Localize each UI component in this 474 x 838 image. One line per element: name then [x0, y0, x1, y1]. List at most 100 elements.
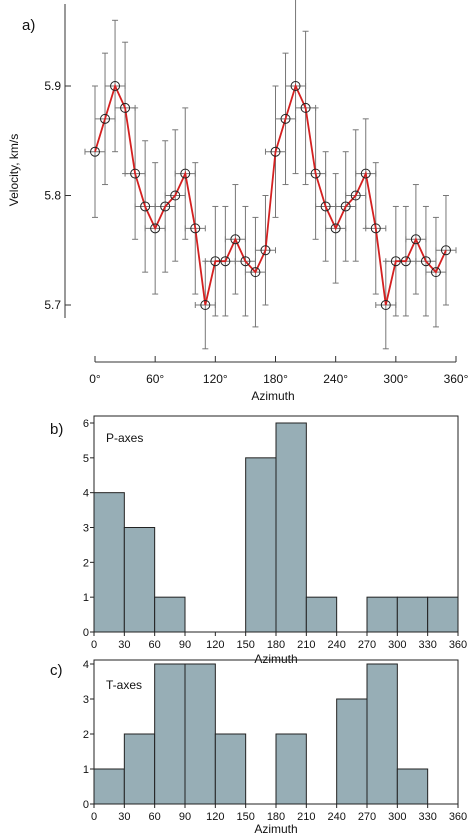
x-tick-label: 60 — [149, 639, 161, 651]
x-tick-label: 360 — [449, 639, 467, 651]
y-tick-label-a: 5.8 — [44, 189, 61, 203]
data-point — [100, 113, 111, 124]
x-tick-label: 150 — [236, 811, 254, 823]
data-point — [200, 300, 211, 310]
data-point — [210, 256, 221, 267]
data-point — [150, 223, 161, 234]
series-label-c: T-axes — [106, 678, 142, 692]
data-point — [90, 146, 100, 157]
x-tick-label: 0 — [91, 811, 97, 823]
data-point — [290, 81, 301, 91]
bars-c — [93, 663, 429, 805]
y-tick-label: 5 — [83, 453, 89, 465]
data-point — [380, 300, 391, 310]
x-tick-label-a: 240° — [323, 372, 348, 386]
data-point — [270, 146, 281, 157]
x-tick-label: 90 — [179, 811, 191, 823]
histogram-bar — [427, 596, 459, 633]
data-point — [110, 81, 121, 91]
y-tick-label: 0 — [83, 799, 89, 811]
histogram-bar — [275, 422, 307, 633]
x-tick-label: 0 — [91, 639, 97, 651]
histogram-bar — [396, 596, 429, 633]
x-tick-label-a: 360° — [444, 372, 469, 386]
x-tick-label: 30 — [118, 639, 130, 651]
histogram-bar — [184, 663, 216, 805]
data-point — [400, 256, 411, 267]
x-tick-label: 180 — [267, 811, 285, 823]
histogram-bar — [93, 492, 125, 633]
x-tick-label: 330 — [418, 639, 436, 651]
histogram-bar — [245, 457, 277, 633]
y-tick-label-a: 5.9 — [44, 79, 61, 93]
x-tick-label: 300 — [388, 639, 406, 651]
velocity-line — [94, 83, 447, 306]
y-tick-label: 0 — [83, 627, 89, 639]
histogram-bar — [154, 663, 186, 805]
data-point — [320, 201, 331, 212]
x-tick-label: 210 — [297, 639, 315, 651]
x-tick-label: 360 — [449, 811, 467, 823]
histogram-bar — [123, 527, 156, 633]
data-point — [250, 267, 261, 278]
x-tick-label: 150 — [236, 639, 254, 651]
x-tick-label: 60 — [149, 811, 161, 823]
histogram-bar — [123, 733, 156, 805]
y-tick-label: 4 — [83, 488, 89, 500]
y-tick-label: 2 — [83, 729, 89, 741]
histogram-bar — [93, 768, 125, 805]
x-tick-label-a: 120° — [203, 372, 228, 386]
data-point — [420, 256, 431, 267]
histogram-bar — [336, 698, 368, 805]
data-point — [240, 256, 251, 267]
data-point — [160, 201, 171, 212]
y-tick-label: 6 — [83, 418, 89, 430]
data-point — [280, 113, 291, 124]
x-axis-label-c: Azimuth — [254, 822, 297, 836]
data-point — [350, 190, 361, 201]
data-point — [180, 168, 191, 179]
data-point — [190, 223, 201, 234]
data-point — [300, 102, 311, 113]
x-tick-label: 30 — [118, 811, 130, 823]
y-axis-label-a: Velocity, km/s — [7, 134, 21, 206]
t-axes-histogram: c) T-axes Azimuth 0 1 2 3 4 0 30 60 90 120 150 180 2… — [50, 659, 467, 836]
error-bars-a — [84, 0, 457, 350]
x-tick-label-a: 0° — [89, 372, 101, 386]
data-point — [220, 256, 231, 267]
x-tick-label: 270 — [358, 639, 376, 651]
x-tick-label-a: 180° — [263, 372, 288, 386]
histogram-bar — [214, 733, 247, 805]
x-axis-label-b: Azimuth — [254, 652, 297, 666]
x-axis-label-a: Azimuth — [251, 389, 294, 403]
x-tick-label: 120 — [206, 639, 224, 651]
histogram-bar — [154, 596, 186, 633]
velocity-series-line — [94, 83, 447, 306]
y-tick-label: 2 — [83, 557, 89, 569]
histogram-bar — [396, 768, 429, 805]
data-point — [130, 168, 141, 179]
data-point — [260, 245, 271, 256]
data-point — [170, 190, 181, 201]
x-tick-label: 300 — [388, 811, 406, 823]
data-point — [140, 201, 151, 212]
data-points-a — [90, 81, 451, 310]
x-tick-label: 90 — [179, 639, 191, 651]
histogram-bar — [305, 596, 338, 633]
y-tick-label: 3 — [83, 694, 89, 706]
axes-a: 5.7 5.8 5.9 0° 60° 120° 180° 240° 300° 360° — [44, 4, 469, 386]
y-tick-label: 3 — [83, 523, 89, 535]
x-tick-label: 120 — [206, 811, 224, 823]
data-point — [360, 168, 371, 179]
data-point — [390, 256, 401, 267]
histogram-bar — [275, 733, 307, 805]
x-tick-label: 210 — [297, 811, 315, 823]
y-tick-label: 4 — [83, 659, 89, 671]
data-point — [410, 234, 421, 245]
x-tick-label-a: 300° — [383, 372, 408, 386]
histogram-bar — [366, 663, 398, 805]
data-point — [370, 223, 381, 234]
panel-label-c: c) — [50, 662, 63, 679]
axes-c: 0 1 2 3 4 0 30 60 90 120 150 180 210 240 270 300 330 360 — [83, 659, 467, 823]
